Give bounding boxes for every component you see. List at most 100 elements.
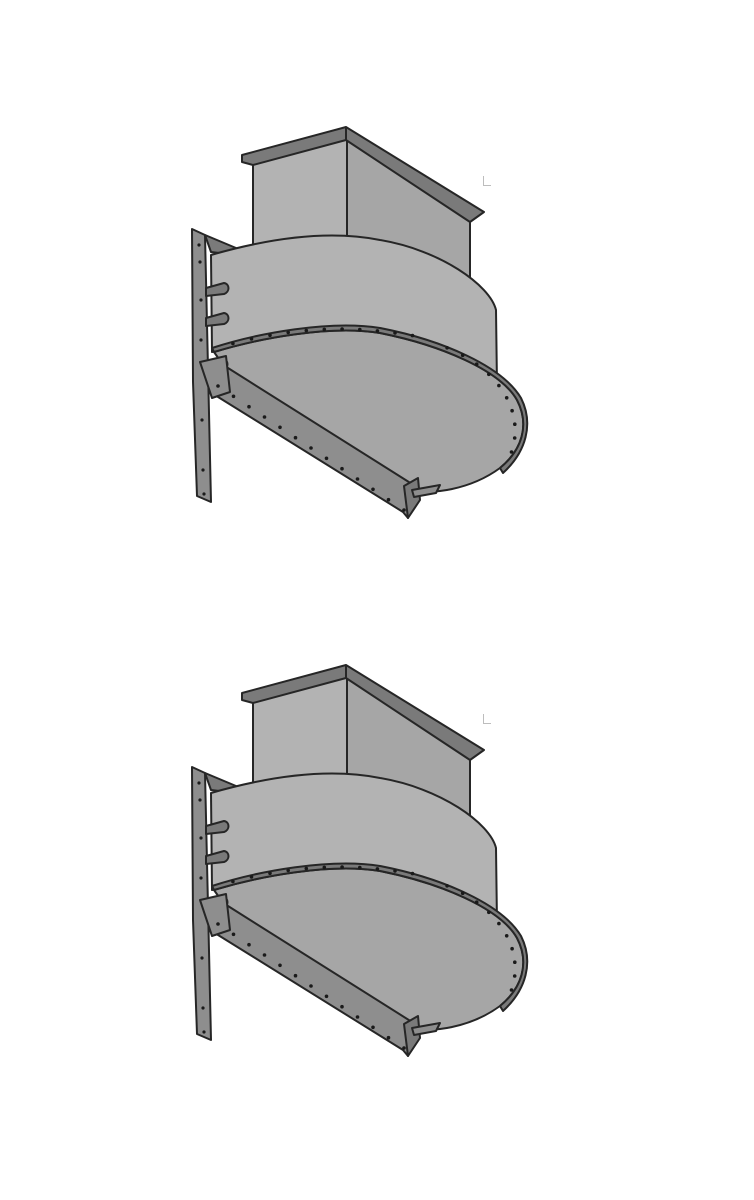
rivet [504,396,509,400]
rivet [231,932,236,937]
rivet [231,341,235,346]
rivet [355,477,360,481]
rivet [231,879,235,884]
rivet [200,956,204,960]
rivet [324,456,329,461]
rivet [202,492,206,496]
rivet [249,875,254,879]
rivet [197,243,201,247]
rivet [268,333,272,338]
rivet [293,973,298,978]
rivet [513,960,517,964]
rivet [304,328,309,333]
duct-top-flange [241,126,485,223]
rivet [278,425,282,430]
rivet [393,869,397,873]
rivet [216,384,220,388]
rivet [199,338,203,342]
rivet [247,942,251,947]
rivet [410,333,415,338]
corner-gusset [199,893,231,937]
rivet [509,988,514,992]
rivet [386,497,391,502]
rivet [460,353,465,358]
rivet [293,435,298,440]
rivet [497,383,501,388]
rivet [262,953,267,957]
base-plate-edge [211,862,529,1012]
rail-end-gusset [403,1015,421,1057]
rivet [410,871,415,876]
rivet [198,798,202,802]
rivet [487,910,491,915]
rivet [445,346,449,350]
rivet [249,337,254,341]
hood-drawing [191,664,529,1057]
support-bracket [205,312,230,327]
rivet [512,436,517,440]
base-plate-edge [211,324,529,474]
rivet [445,884,449,888]
rail-end-gusset [403,477,421,519]
rivet [278,963,282,968]
rivet [358,865,362,870]
rivet [197,781,201,785]
duct-top-flange [241,664,485,761]
rivet [512,974,517,978]
rivet [200,418,204,422]
corner-mark [483,176,491,186]
support-bracket [205,820,230,835]
rivet [322,865,327,870]
rivet [513,422,517,427]
rivet [199,836,203,840]
rivet [309,984,313,988]
rivet [340,865,344,869]
rail-end-tab [411,1022,441,1036]
rivet [268,871,272,875]
rivet [393,331,397,335]
rivet [358,327,362,332]
hood-illustration-top [0,0,754,540]
hood-illustration-bottom [0,538,754,1078]
rivet [386,1035,391,1040]
rail-end-tab [411,484,441,498]
rivet [497,921,501,926]
rivet [216,922,220,926]
rivet [474,362,479,367]
rivet [201,468,205,472]
rivet [510,408,514,413]
rivet [504,934,509,938]
rivet [199,876,203,880]
rivet [487,372,491,377]
rivet [286,330,291,335]
rivet [304,866,309,871]
rivet [510,946,514,951]
rivet [474,900,479,904]
rivet [375,867,380,871]
rivet [198,260,202,264]
rivet [231,394,236,399]
rivet [375,329,380,333]
rivet [309,446,313,450]
rivet [402,508,406,512]
rivet [322,327,327,332]
support-bracket [205,850,230,865]
rivet [199,298,203,302]
rivet [340,1004,344,1009]
rivet [371,1025,375,1030]
rivet [340,327,344,331]
rivet [247,404,251,409]
rivet [324,994,329,999]
corner-gusset [199,355,231,399]
rivet [509,450,514,454]
rivet [402,1046,406,1050]
support-bracket [205,282,230,297]
hood-drawing [191,126,529,519]
rivet [371,487,375,492]
corner-mark [483,714,491,724]
rivet [355,1015,360,1019]
rivet [201,1006,205,1010]
rivet [262,415,267,419]
rivet [460,891,465,895]
